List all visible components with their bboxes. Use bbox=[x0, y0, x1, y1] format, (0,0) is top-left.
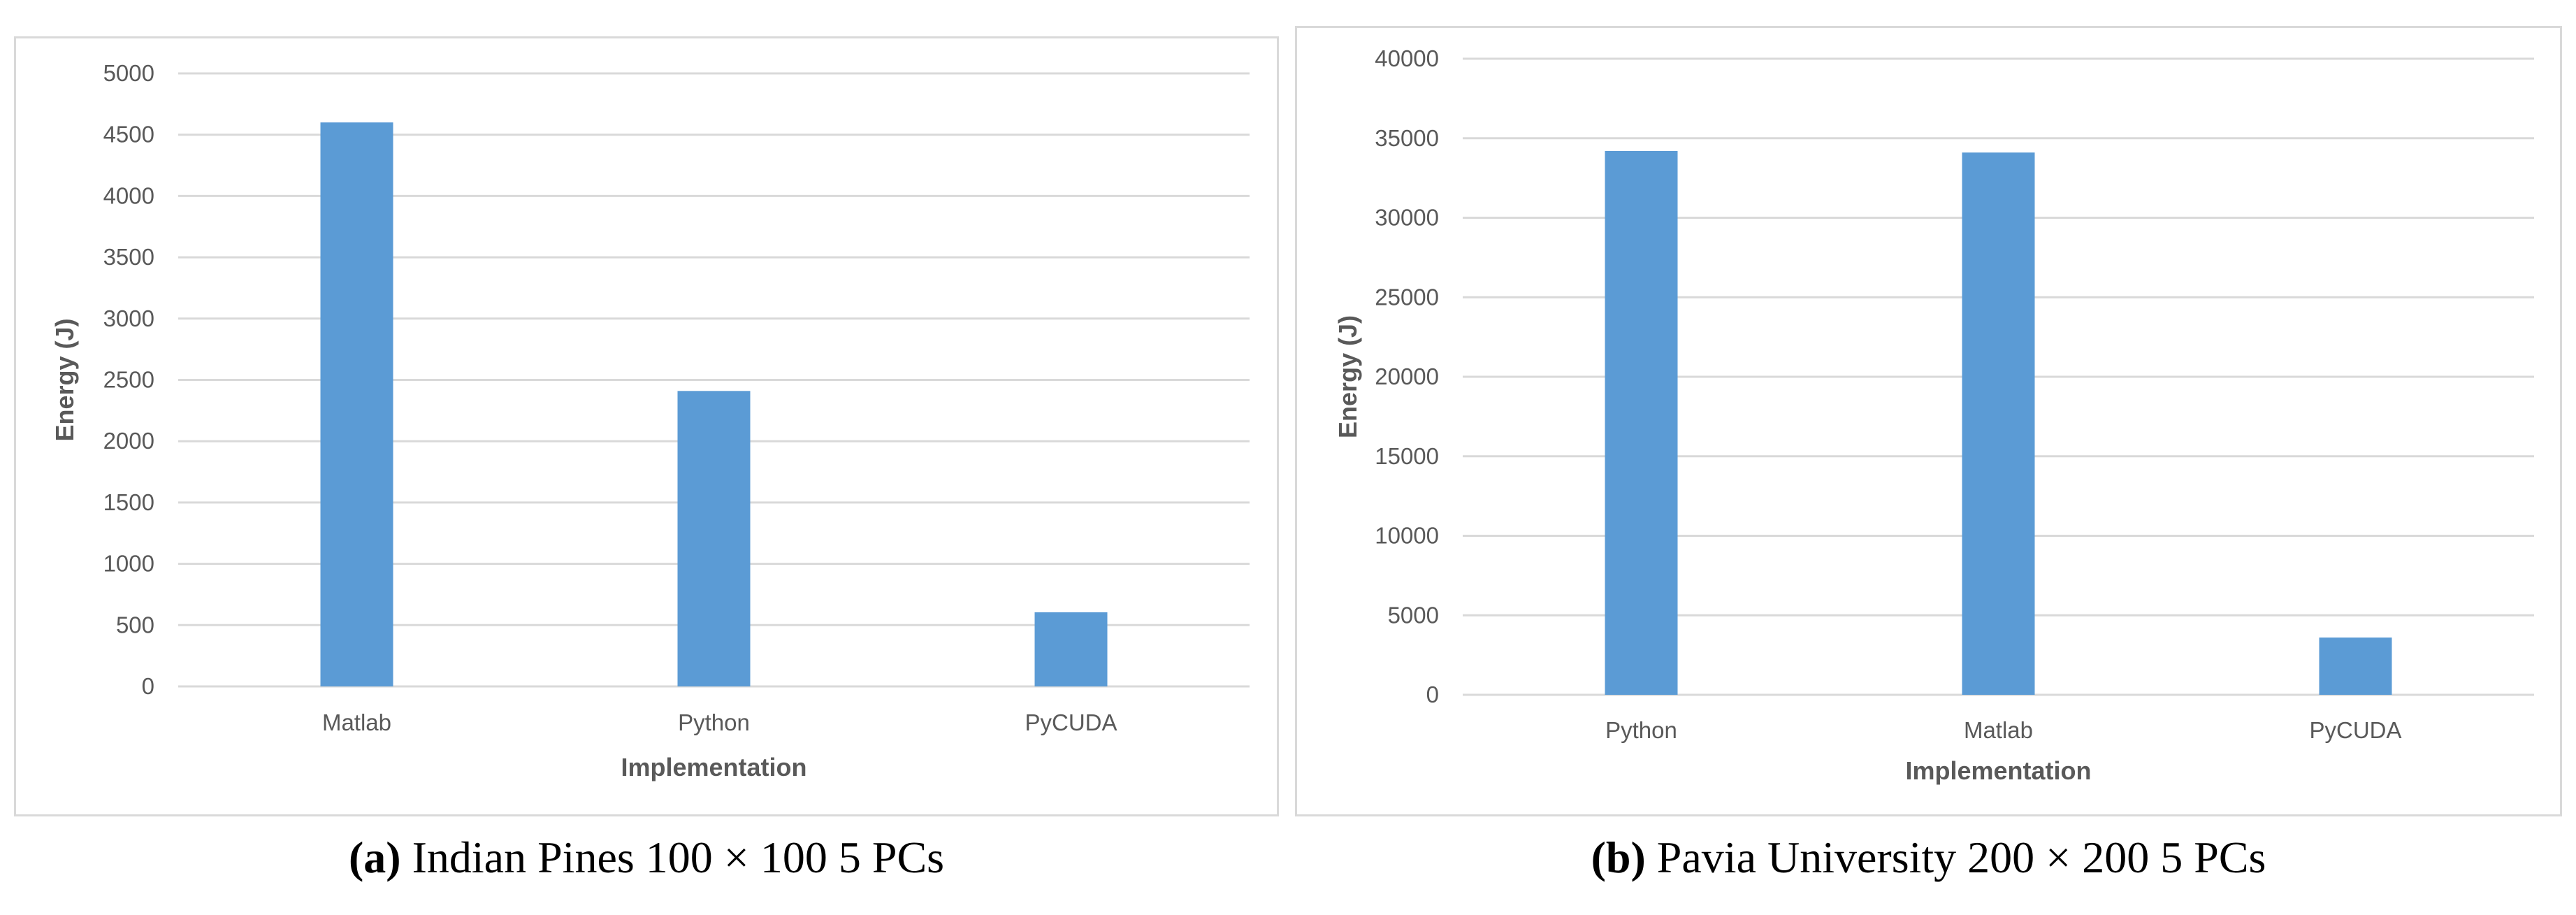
bar-chart-b: 0 5000 10000 15000 20000 25000 30000 35000 40000… bbox=[1333, 45, 2534, 785]
caption-b-text: Pavia University 200 × 200 5 PCs bbox=[1656, 833, 2266, 882]
y-tick-label: 1500 bbox=[103, 489, 154, 515]
y-tick-label: 0 bbox=[1426, 682, 1439, 707]
y-tick-label: 4500 bbox=[103, 122, 154, 147]
caption-b: (b) Pavia University 200 × 200 5 PCs bbox=[1295, 832, 2562, 884]
bar-pycuda bbox=[2319, 637, 2392, 695]
x-tick-label: Matlab bbox=[322, 709, 391, 735]
y-tick-label: 2500 bbox=[103, 367, 154, 393]
bar-pycuda bbox=[1034, 612, 1108, 686]
y-tick-label: 40000 bbox=[1375, 45, 1439, 71]
x-axis-title: Implementation bbox=[621, 753, 806, 781]
x-axis-title: Implementation bbox=[1905, 756, 2091, 785]
x-tick-label: Python bbox=[1605, 717, 1677, 743]
chart-panel-a: 0 500 1000 1500 2000 2500 3000 3500 4000 4500 5000… bbox=[14, 36, 1279, 816]
y-tick-label: 15000 bbox=[1375, 443, 1439, 469]
y-axis-title: Energy (J) bbox=[50, 318, 79, 441]
x-tick-label: Python bbox=[678, 709, 750, 735]
y-tick-label: 3500 bbox=[103, 244, 154, 270]
x-tick-label: Matlab bbox=[1964, 717, 2033, 743]
x-tick-label: PyCUDA bbox=[1025, 709, 1117, 735]
y-tick-label: 10000 bbox=[1375, 523, 1439, 549]
y-tick-label: 5000 bbox=[1388, 602, 1439, 628]
y-tick-label: 35000 bbox=[1375, 125, 1439, 151]
chart-panel-b: 0 5000 10000 15000 20000 25000 30000 35000 40000… bbox=[1295, 26, 2562, 816]
caption-a: (a) Indian Pines 100 × 100 5 PCs bbox=[14, 832, 1279, 884]
bar-python bbox=[1605, 150, 1678, 695]
caption-b-label: (b) bbox=[1591, 833, 1646, 882]
caption-a-text: Indian Pines 100 × 100 5 PCs bbox=[412, 833, 945, 882]
y-tick-label: 20000 bbox=[1375, 363, 1439, 389]
bar-matlab bbox=[1962, 152, 2035, 696]
y-tick-label: 3000 bbox=[103, 305, 154, 331]
y-tick-label: 30000 bbox=[1375, 205, 1439, 231]
caption-a-label: (a) bbox=[348, 833, 401, 882]
bar-matlab bbox=[320, 122, 393, 686]
y-tick-label: 5000 bbox=[103, 60, 154, 86]
y-axis-title: Energy (J) bbox=[1333, 315, 1362, 438]
y-tick-label: 0 bbox=[142, 673, 154, 699]
bar-python bbox=[677, 391, 751, 686]
bar-chart-a: 0 500 1000 1500 2000 2500 3000 3500 4000 4500 5000… bbox=[50, 60, 1250, 781]
y-tick-label: 4000 bbox=[103, 182, 154, 208]
x-tick-label: PyCUDA bbox=[2309, 717, 2401, 743]
y-tick-label: 2000 bbox=[103, 428, 154, 454]
y-tick-label: 25000 bbox=[1375, 284, 1439, 310]
y-tick-label: 500 bbox=[116, 612, 154, 637]
y-tick-label: 1000 bbox=[103, 551, 154, 577]
